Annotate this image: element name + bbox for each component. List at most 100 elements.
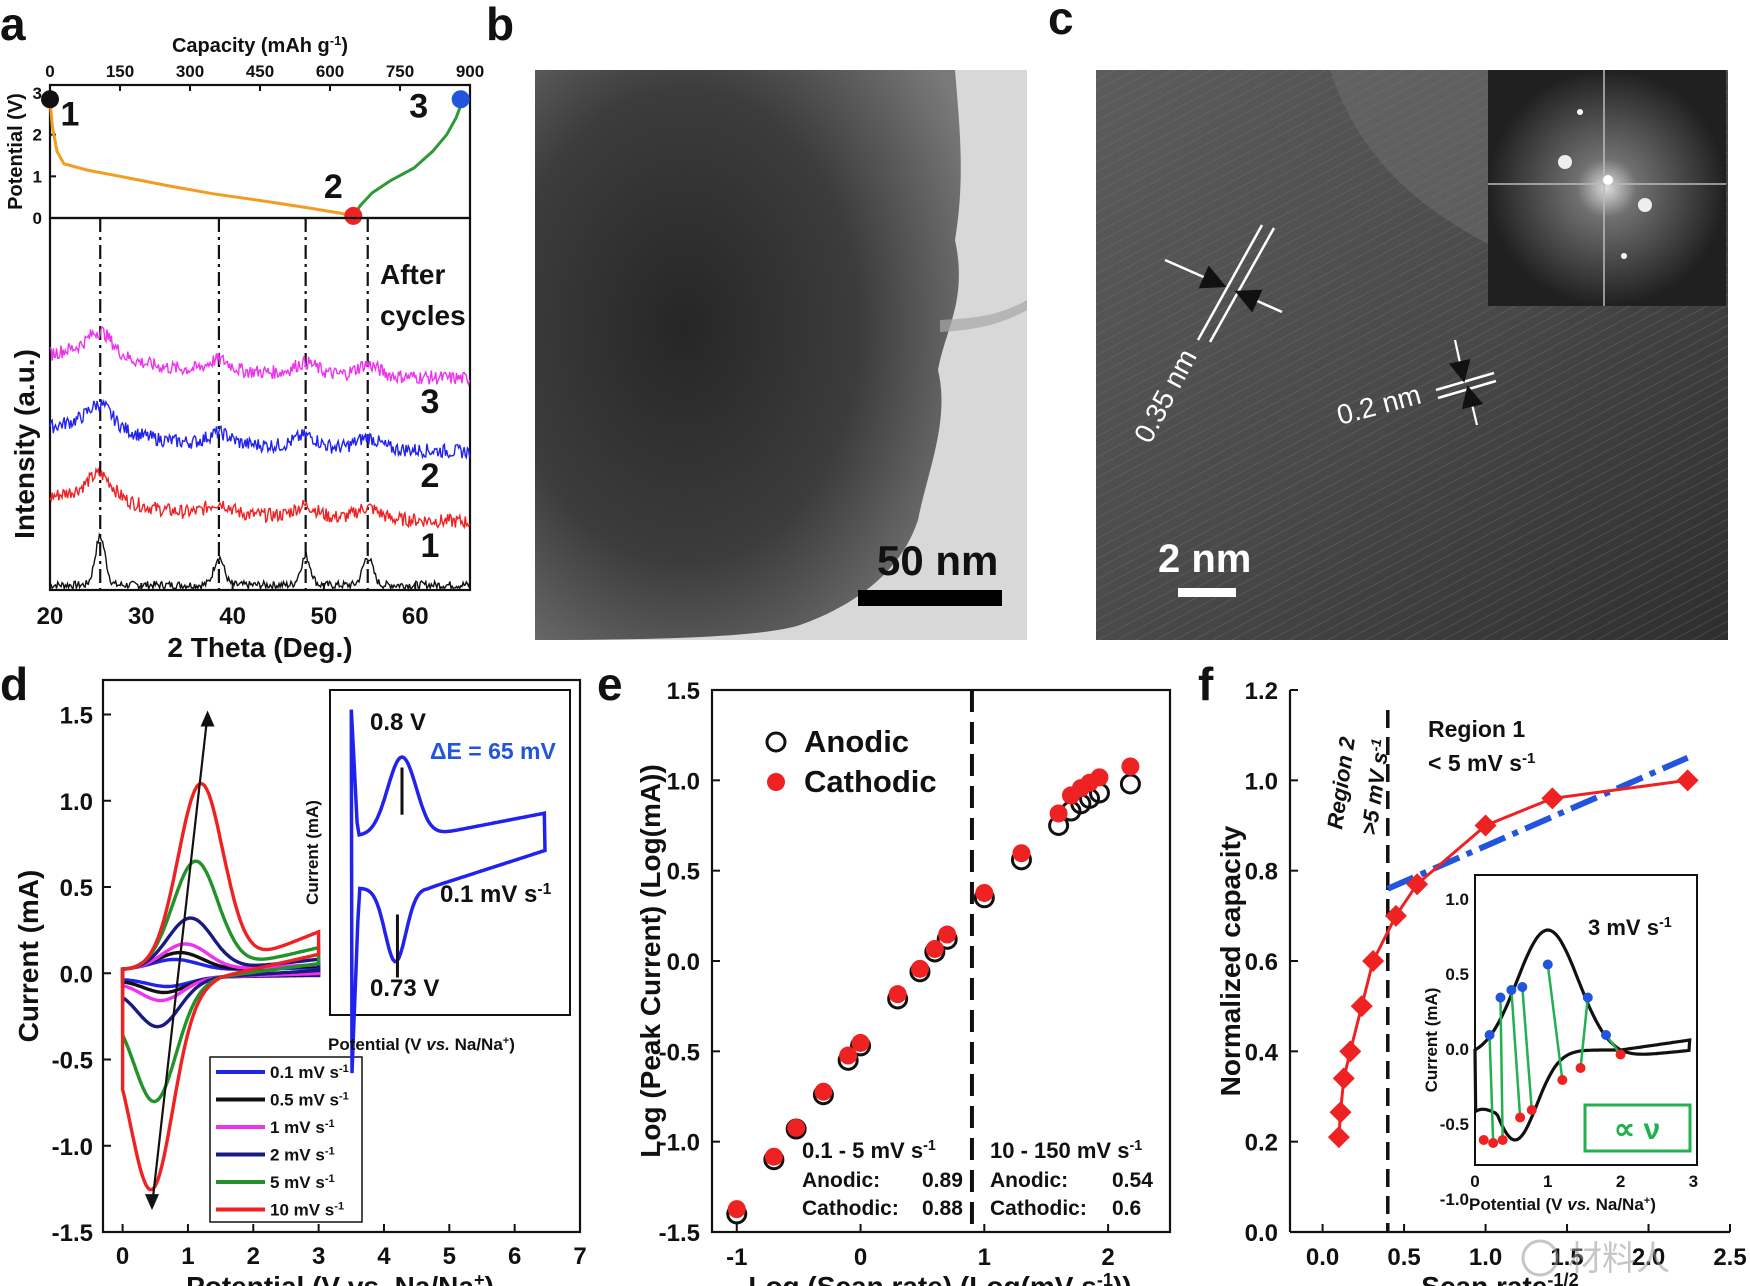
panel-d-legend [209,1056,363,1223]
panel-c-hrtem-image: 0.35 nm 0.2 nm 2 nm [1096,70,1728,640]
panel-d-x-tick: 7 [573,1243,586,1270]
panel-e-cathodic-point [839,1046,858,1065]
panel-d-inset-y-label: Current (mA) [303,800,322,905]
panel-f-y-tick: 0.8 [1245,859,1278,886]
panel-a-voltage-curve [48,99,354,218]
panel-f-capacity-point [1384,904,1407,927]
panel-f-normalized-capacity: 0.00.51.01.52.02.50.00.20.40.60.81.01.2S… [1215,678,1747,1286]
panel-a-capacity-tick: 900 [456,62,484,81]
panel-f-x-tick: 2.5 [1713,1244,1746,1271]
panel-a-intensity-label: Intensity (a.u.) [9,349,40,539]
panel-letter-e: e [597,658,623,710]
panel-d-legend-label: 2 mV s-1 [270,1146,335,1165]
panel-f-region2-title: Region 2 [1322,734,1360,830]
panel-e-y-tick: -0.5 [659,1039,700,1066]
panel-d-inset-anodic-peak: 0.8 V [370,709,426,736]
panel-e-cathodic-point [975,883,994,902]
panel-a-2theta-tick: 60 [402,603,429,630]
panel-e-y-tick: -1.5 [659,1220,700,1247]
panel-e-cathodic-point [938,925,957,944]
panel-a-cycles-label: cycles [380,300,466,331]
panel-e-x-tick: 0 [854,1244,867,1271]
panel-f-inset-y-tick: -1.0 [1440,1190,1469,1209]
panel-f-region1-rate: < 5 mV s-1 [1428,750,1535,777]
panel-a-capacity-label: Capacity (mAh g-1) [172,33,348,58]
panel-e-cathodic-point [1012,844,1031,863]
panel-e-x-tick: 2 [1101,1244,1114,1271]
panel-a-2theta-tick: 20 [37,603,64,630]
panel-d-x-tick: 2 [247,1243,260,1270]
panel-e-cathodic-point [764,1147,783,1166]
panel-e-cathodic-point [1049,804,1068,823]
panel-d-inset-delta-e: ΔE = 65 mV [430,738,557,764]
panel-c-fft-inset [1488,70,1726,306]
panel-a-xrd-pattern [49,326,471,387]
panel-d-y-tick: 1.0 [60,789,93,816]
panel-e-cathodic-point [814,1082,833,1101]
panel-a-potential-tick: 1 [33,167,42,186]
panel-d-inset-cathodic-peak: 0.73 V [370,975,439,1002]
panel-f-capacity-point [1676,769,1699,792]
panel-f-inset-y-label: Current (mA) [1422,988,1441,1093]
panel-letter-d: d [0,658,28,710]
panel-e-region2-title: 10 - 150 mV s-1 [990,1138,1142,1163]
panel-d-y-tick: -1.0 [52,1134,93,1161]
panel-e-region1-anodic-val: 0.89 [922,1169,963,1192]
panel-d-trend-arrow [150,714,209,1207]
panel-a-top-frame [48,83,472,220]
panel-d-y-label: Current (mA) [13,870,44,1043]
panel-a-2theta-tick: 30 [128,603,155,630]
panel-d-legend-label: 10 mV s-1 [270,1201,344,1220]
panel-a-capacity-tick: 600 [316,62,344,81]
panel-e-x-tick: 1 [978,1244,991,1271]
panel-e-legend-cathodic: Cathodic [804,764,937,799]
panel-e-region2-anodic-label: Anodic: [990,1169,1068,1192]
panel-d-y-tick: -1.5 [52,1220,93,1247]
panel-a-pattern-label: 1 [421,527,440,565]
panel-f-capacity-point [1406,873,1429,896]
panel-a-2theta-tick: 40 [219,603,246,630]
panel-a-pattern-label: 2 [421,457,440,495]
panel-f-inset-y-tick: 0.5 [1445,965,1469,984]
panel-e-y-label: Log (Peak Current) (Log(mA)) [635,764,666,1158]
panel-d-y-tick: 0.5 [60,875,93,902]
panel-f-inset-x-tick: 1 [1543,1172,1552,1191]
panel-f-y-tick: 1.0 [1245,768,1278,795]
panel-f-x-tick: 1.0 [1469,1244,1502,1271]
panel-d-inset-frame [329,689,571,1016]
panel-e-legend-anodic: Anodic [804,724,909,759]
panel-e-cathodic-point [1121,757,1140,776]
panel-e-x-label: Log (Scan rate) (Log(mV s-1)) [748,1270,1131,1286]
panel-e-cathodic-point [910,959,929,978]
panel-e-region1-cathodic-label: Cathodic: [802,1197,899,1220]
panel-letter-a: a [0,0,26,50]
panel-e-y-tick: 0.0 [667,949,700,976]
panel-d-cv-curve [120,942,321,1003]
panel-a-2theta-label: 2 Theta (Deg.) [167,632,352,663]
panel-f-y-tick: 1.2 [1245,678,1278,705]
panel-d-x-tick: 5 [443,1243,456,1270]
panel-d-y-tick: 0.0 [60,961,93,988]
panel-f-y-tick: 0.6 [1245,949,1278,976]
panel-e-region1-cathodic-val: 0.88 [922,1197,963,1220]
panel-e-y-tick: 1.5 [667,678,700,705]
panel-e-y-tick: 1.0 [667,768,700,795]
panel-f-inset-x-label: Potential (V vs. Na/Na+) [1469,1195,1656,1214]
panel-d-y-tick: -0.5 [52,1048,93,1075]
panel-a-xrd-pattern [49,532,471,592]
panel-a-potential-tick: 0 [33,209,42,228]
panel-c-scalebar-label: 2 nm [1158,537,1251,581]
panel-a-state-marker [344,206,363,225]
panel-e-anodic-point [1119,773,1141,795]
panel-letter-f: f [1198,658,1214,710]
panel-e-y-tick: 0.5 [667,859,700,886]
panel-e-cathodic-point [787,1118,806,1137]
panel-letter-c: c [1048,0,1074,44]
panel-d-x-tick: 4 [377,1243,391,1270]
panel-f-x-tick: 2.0 [1632,1244,1665,1271]
panel-f-inset-curve [1473,928,1692,1142]
panel-a-capacity-tick: 300 [176,62,204,81]
panel-a-capacity-tick: 0 [45,62,54,81]
panel-f-region1-title: Region 1 [1428,716,1525,742]
